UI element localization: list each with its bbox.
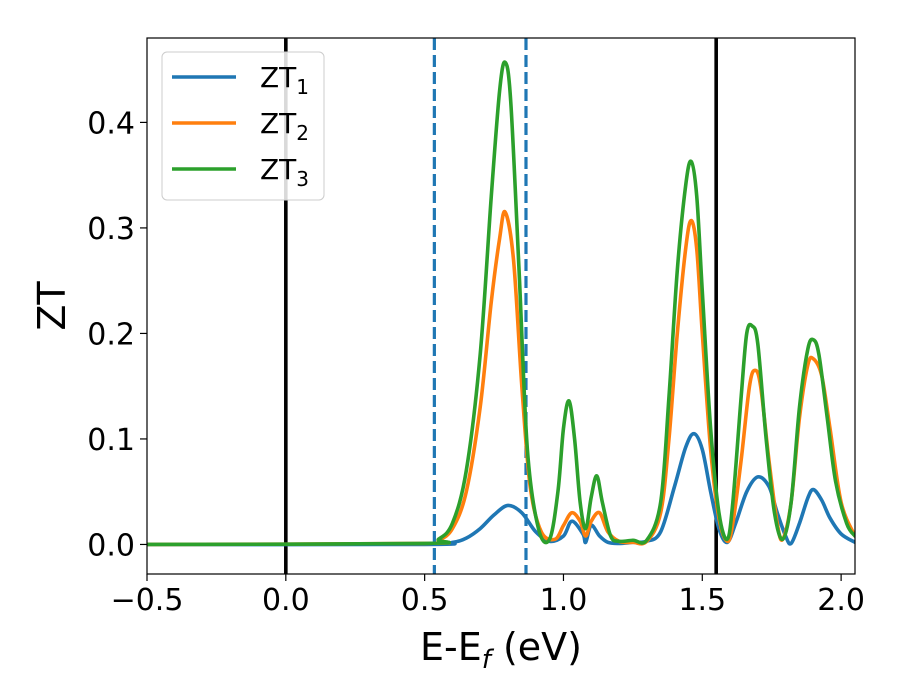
series-line-3 [147,60,855,547]
x-axis-label-main: E-E [420,625,482,669]
x-axis: −0.5 0.0 0.5 1.0 1.5 2.0 [111,574,865,618]
x-tick-label: −0.5 [111,583,184,618]
y-tick-label: 0.2 [87,317,135,352]
legend: ZT1 ZT2 ZT3 [161,51,325,201]
series-line-1 [147,431,855,547]
y-axis: 0.0 0.1 0.2 0.3 0.4 [87,106,147,563]
x-tick-label: 0.0 [262,583,310,618]
legend-box [161,51,325,201]
x-tick-label: 1.5 [678,583,726,618]
y-tick-label: 0.4 [87,106,135,141]
y-tick-label: 0.0 [87,528,135,563]
legend-label-2: ZT2 [260,107,309,145]
y-tick-label: 0.1 [87,423,135,458]
x-tick-label: 1.0 [540,583,588,618]
plot-frame [146,37,856,575]
legend-label-1: ZT1 [260,61,309,99]
y-tick-label: 0.3 [87,212,135,247]
series-line-2 [147,209,855,547]
y-axis-label: ZT [30,281,74,331]
reference-lines [284,38,718,574]
legend-label-3: ZT3 [260,153,309,191]
x-axis-label-unit: (eV) [491,625,582,669]
x-axis-label: E-Ef (eV) [420,625,582,675]
series-layer [147,60,855,547]
x-tick-label: 0.5 [401,583,449,618]
x-tick-label: 2.0 [817,583,865,618]
